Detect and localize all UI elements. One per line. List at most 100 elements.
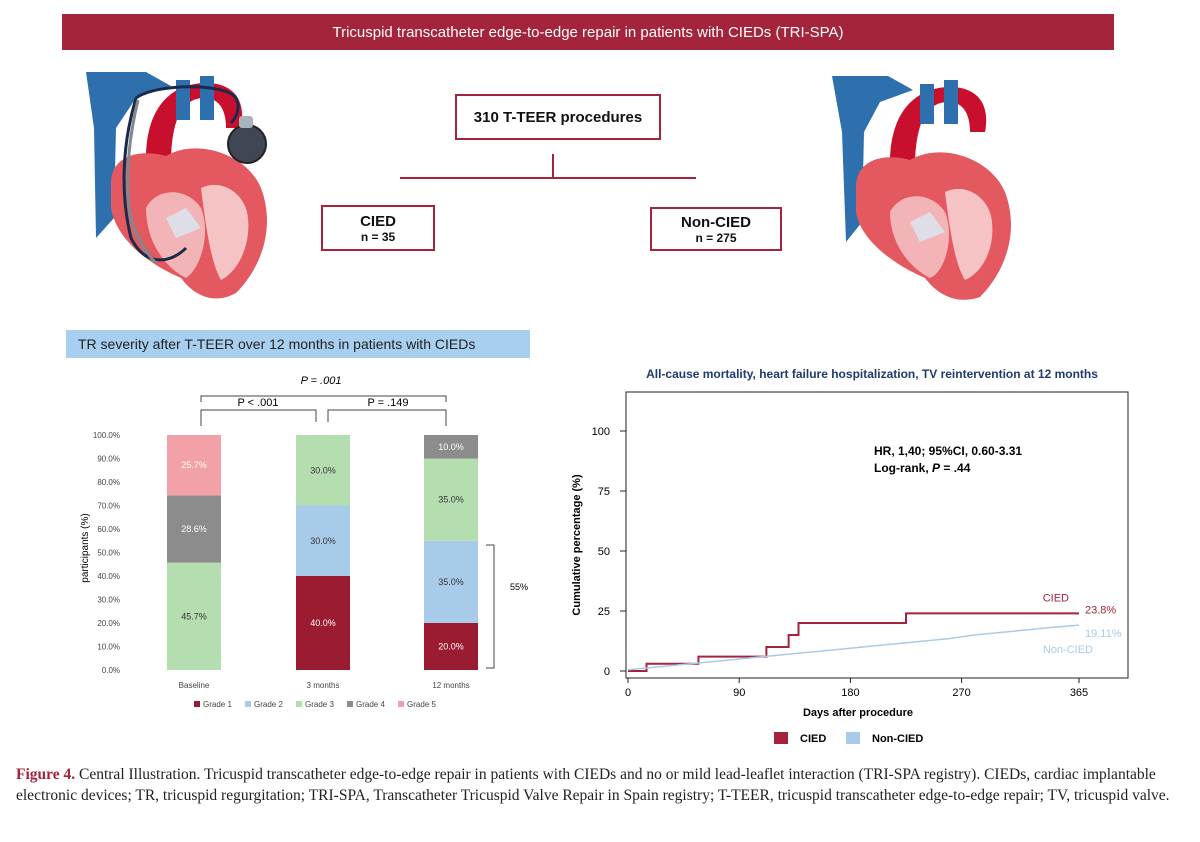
- bar-data-label: 35.0%: [438, 577, 464, 587]
- bar-data-label: 40.0%: [310, 618, 336, 628]
- cied-lead-wire: [126, 99, 158, 265]
- km-legend-label: CIED: [800, 733, 826, 745]
- legend-swatch-grade-3: [296, 701, 302, 707]
- cied-group-n: n = 35: [360, 230, 396, 244]
- legend-label: Grade 5: [407, 700, 436, 709]
- total-procedures-box: 310 T-TEER procedures: [455, 94, 661, 140]
- km-cumulative-event-chart: All-cause mortality, heart failure hospi…: [571, 367, 1129, 745]
- bar-data-label: 20.0%: [438, 642, 464, 652]
- figure-banner-title: Tricuspid transcatheter edge-to-edge rep…: [62, 14, 1114, 50]
- bar-data-label: 25.7%: [181, 460, 207, 470]
- bar-segment-grade-5: [167, 435, 221, 496]
- km-logrank-annotation: Log-rank, P = .44: [874, 461, 971, 475]
- bar-segment-grade-3: [296, 435, 350, 506]
- km-chart-axes: [625, 391, 1129, 679]
- cied-group-label: CIED: [360, 213, 396, 230]
- legend-label: Grade 2: [254, 700, 283, 709]
- km-x-tick-label: 0: [625, 687, 631, 699]
- bar-y-tick-label: 100.0%: [93, 431, 120, 440]
- bar-y-tick-label: 50.0%: [97, 549, 120, 558]
- km-chart-ylabel: Cumulative percentage (%): [571, 474, 583, 616]
- noncied-group-n: n = 275: [695, 231, 737, 245]
- bar-chart-significance-annotations: P = .001 P < .001 P = .149 55%: [200, 375, 528, 669]
- km-line-non-cied: [627, 624, 1080, 671]
- vena-cava-vessel: [86, 72, 171, 238]
- km-series-name-label: CIED: [1043, 592, 1069, 604]
- km-x-tick-label: 180: [841, 687, 859, 699]
- heart-without-cied-illustration: [832, 76, 1011, 300]
- bar-data-label: 28.6%: [181, 524, 207, 534]
- bar-y-tick-label: 90.0%: [97, 455, 120, 464]
- pacemaker-header: [239, 116, 253, 128]
- legend-swatch-grade-4: [347, 701, 353, 707]
- legend-swatch-grade-1: [194, 701, 200, 707]
- legend-swatch-grade-5: [398, 701, 404, 707]
- heart-with-cied-illustration: [86, 72, 267, 299]
- pulmonary-branch: [944, 80, 958, 124]
- bar-data-label: 10.0%: [438, 442, 464, 452]
- km-chart-xlabel: Days after procedure: [803, 707, 913, 719]
- km-legend-swatch-non-cied: [846, 732, 860, 744]
- heart-valve: [166, 208, 201, 238]
- pulmonary-branch: [176, 80, 190, 120]
- pacemaker-device: [227, 124, 267, 164]
- bar-segment-grade-4: [424, 435, 478, 459]
- bar-segment-grade-1: [296, 576, 350, 670]
- km-chart-title: All-cause mortality, heart failure hospi…: [646, 367, 1098, 381]
- legend-label: Grade 1: [203, 700, 232, 709]
- heart-chamber: [945, 188, 993, 280]
- bar-category-label: 12 months: [432, 681, 469, 690]
- bar-segment-grade-1: [424, 623, 478, 670]
- noncied-group-label: Non-CIED: [681, 214, 751, 231]
- total-procedures-label: 310 T-TEER procedures: [473, 108, 643, 126]
- bar-y-tick-label: 0.0%: [102, 666, 120, 675]
- cied-group-box: CIED n = 35: [321, 205, 435, 251]
- km-line-cied: [628, 612, 1079, 672]
- bar-segment-grade-3: [424, 458, 478, 541]
- p-value-3m-12m: P = .149: [367, 397, 408, 409]
- legend-swatch-grade-2: [245, 701, 251, 707]
- km-final-value-label: 19.11%: [1085, 628, 1122, 640]
- vena-cava-vessel: [832, 76, 913, 242]
- bracket-12m-label: 55%: [510, 582, 528, 592]
- heart-valve: [910, 212, 945, 242]
- km-logrank-prefix: Log-rank,: [874, 461, 932, 475]
- bar-segment-grade-3: [167, 562, 221, 670]
- cied-lead-wire: [122, 85, 240, 262]
- bar-data-label: 30.0%: [310, 536, 336, 546]
- bar-y-tick-label: 70.0%: [97, 502, 120, 511]
- bar-y-tick-label: 40.0%: [97, 572, 120, 581]
- bar-data-label: 35.0%: [438, 495, 464, 505]
- km-series-name-label: Non-CIED: [1043, 644, 1093, 656]
- km-legend-swatch-cied: [774, 732, 788, 744]
- km-y-tick-label: 25: [598, 606, 610, 618]
- bar-data-label: 30.0%: [310, 465, 336, 475]
- bar-chart-ylabel: participants (%): [80, 513, 91, 582]
- km-x-tick-label: 270: [952, 687, 970, 699]
- km-logrank-p: P: [932, 461, 941, 475]
- tr-severity-title: TR severity after T-TEER over 12 months …: [66, 330, 530, 358]
- legend-label: Grade 4: [356, 700, 385, 709]
- km-x-tick-label: 365: [1070, 687, 1088, 699]
- pulmonary-branch: [920, 84, 934, 124]
- bar-y-tick-label: 20.0%: [97, 619, 120, 628]
- km-x-tick-label: 90: [733, 687, 745, 699]
- p-value-overall: P = .001: [301, 375, 342, 387]
- aortic-arch-vessel: [146, 83, 243, 163]
- bar-segment-grade-2: [296, 505, 350, 576]
- figure-caption: Figure 4. Central Illustration. Tricuspi…: [16, 764, 1188, 806]
- figure-label: Figure 4.: [16, 766, 76, 783]
- km-logrank-value: = .44: [940, 461, 971, 475]
- bar-category-label: Baseline: [179, 681, 210, 690]
- km-y-tick-label: 75: [598, 486, 610, 498]
- km-y-tick-label: 0: [604, 666, 610, 678]
- legend-label: Grade 3: [305, 700, 334, 709]
- bar-data-label: 45.7%: [181, 611, 207, 621]
- figure-caption-text: Central Illustration. Tricuspid transcat…: [16, 766, 1170, 804]
- bar-y-tick-label: 80.0%: [97, 478, 120, 487]
- km-hr-annotation: HR, 1,40; 95%CI, 0.60-3.31: [874, 444, 1022, 458]
- noncied-group-box: Non-CIED n = 275: [650, 207, 782, 251]
- bar-category-label: 3 months: [307, 681, 340, 690]
- bar-y-tick-label: 60.0%: [97, 525, 120, 534]
- km-final-value-label: 23.8%: [1085, 604, 1116, 616]
